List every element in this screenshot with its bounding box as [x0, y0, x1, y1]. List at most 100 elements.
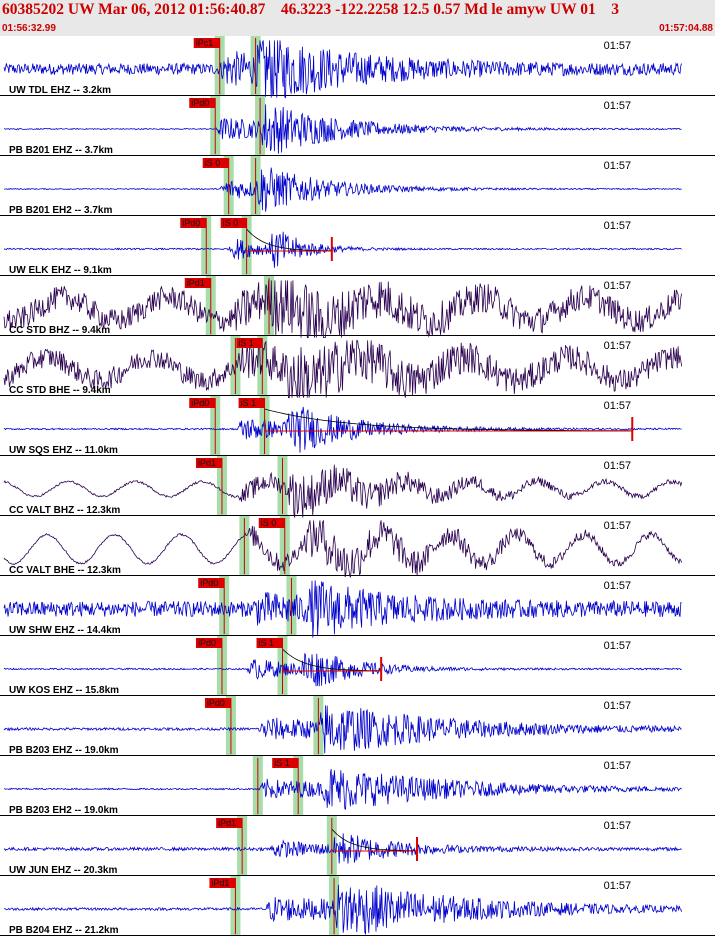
waveform-trace — [3, 339, 683, 398]
trace-panel: iPd1 01:57 UW JUN EHZ -- 20.3km — [0, 816, 715, 876]
time-tick-label: 01:57 — [604, 220, 632, 232]
pick-label: iPd0 — [200, 578, 218, 588]
pick-tag — [198, 578, 225, 588]
trace-panel: iPd1 01:57 CC STD BHZ -- 9.4km — [0, 276, 715, 338]
trace-panel: iPd1 01:57 PB B204 EHZ -- 21.2km — [0, 876, 715, 936]
time-tick-label: 01:57 — [604, 820, 632, 832]
pick-label: iS 0 — [223, 218, 239, 228]
time-tick-label: 01:57 — [604, 520, 632, 532]
waveform-trace — [3, 520, 683, 578]
pick-tag — [238, 398, 265, 408]
pick-tag — [220, 218, 247, 228]
trace-panel: iPd0 01:57 PB B203 EHZ -- 19.0km — [0, 696, 715, 756]
station-label: UW KOS EHZ -- 15.8km — [9, 685, 119, 696]
station-label: PB B204 EHZ -- 21.2km — [9, 925, 119, 936]
coda-curve — [282, 648, 381, 672]
station-label: UW SHW EHZ -- 14.4km — [9, 625, 121, 636]
waveform-trace — [3, 40, 682, 99]
waveform-trace — [4, 167, 682, 212]
time-tick-label: 01:57 — [604, 700, 632, 712]
time-tick-label: 01:57 — [604, 160, 632, 172]
time-tick-label: 01:57 — [604, 460, 632, 472]
station-label: UW SQS EHZ -- 11.0km — [9, 445, 118, 456]
time-tick-label: 01:57 — [604, 880, 632, 892]
pick-tag — [180, 218, 207, 228]
trace-panel: iPd0 01:57 UW SHW EHZ -- 14.4km — [0, 576, 715, 638]
coda-curve — [264, 408, 631, 432]
pick-tag — [258, 518, 285, 528]
pick-label: iPd1 — [198, 458, 216, 468]
trace-panel: iS 0 01:57 PB B201 EH2 -- 3.7km — [0, 156, 715, 216]
pick-tag — [193, 38, 220, 48]
pick-tag — [256, 638, 283, 648]
waveform-trace — [3, 104, 682, 154]
pick-label: iPd0 — [207, 698, 225, 708]
seismogram-plot: iPc1 01:57 UW TDL EHZ -- 3.2km iPd0 01:57 PB … — [0, 36, 715, 936]
waveform-trace — [3, 769, 682, 810]
pick-label: iS 1 — [259, 638, 275, 648]
waveform-trace — [3, 231, 682, 268]
station-label: UW TDL EHZ -- 3.2km — [9, 85, 111, 96]
time-tick-label: 01:57 — [604, 640, 632, 652]
trace-panel: iPd0 iS 0 01:57 UW ELK EHZ -- 9.1km — [0, 216, 715, 276]
station-label: PB B203 EH2 -- 19.0km — [9, 805, 118, 816]
station-label: PB B201 EHZ -- 3.7km — [9, 145, 113, 156]
event-title: 60385202 UW Mar 06, 2012 01:56:40.87 46.… — [2, 1, 619, 18]
pick-label: iPd0 — [182, 218, 200, 228]
waveform-trace — [3, 833, 682, 864]
pick-label: iPd1 — [218, 818, 236, 828]
station-label: UW JUN EHZ -- 20.3km — [9, 865, 117, 876]
station-label: CC STD BHZ -- 9.4km — [9, 325, 110, 336]
pick-label: iS 0 — [261, 518, 277, 528]
trace-panel: iS 0 01:57 CC VALT BHE -- 12.3km — [0, 516, 715, 578]
time-tick-label: 01:57 — [604, 280, 632, 292]
time-tick-label: 01:57 — [604, 760, 632, 772]
end-time: 01:57:04.88 — [659, 23, 713, 34]
pick-label: iS 1 — [274, 758, 290, 768]
time-tick-label: 01:57 — [604, 340, 632, 352]
pick-tag — [195, 458, 222, 468]
trace-panel: iS 1 01:57 PB B203 EH2 -- 19.0km — [0, 756, 715, 816]
pick-tag — [189, 98, 216, 108]
pick-tag — [189, 398, 216, 408]
trace-panel: iPd0 iS 1 01:57 UW SQS EHZ -- 11.0km — [0, 396, 715, 456]
pick-label: iPc1 — [196, 38, 214, 48]
time-tick-label: 01:57 — [604, 100, 632, 112]
pick-label: iS 1 — [241, 398, 257, 408]
station-label: UW ELK EHZ -- 9.1km — [9, 265, 112, 276]
pick-label: iPd0 — [191, 398, 209, 408]
pick-label: iPd0 — [198, 638, 216, 648]
waveform-trace — [3, 280, 683, 338]
trace-panel: iPc1 01:57 UW TDL EHZ -- 3.2km — [0, 36, 715, 99]
waveform-trace — [3, 464, 683, 518]
pick-label: iPd1 — [211, 878, 229, 888]
pick-tag — [216, 818, 243, 828]
pick-tag — [204, 698, 231, 708]
pick-tag — [202, 158, 229, 168]
time-tick-label: 01:57 — [604, 40, 632, 52]
station-label: PB B203 EHZ -- 19.0km — [9, 745, 119, 756]
pick-tag — [236, 338, 263, 348]
pick-label: iPd0 — [191, 98, 209, 108]
pick-tag — [209, 878, 236, 888]
trace-panel: iS 1 01:57 CC STD BHE -- 9.4km — [0, 336, 715, 398]
pick-label: iS 0 — [205, 158, 221, 168]
pick-label: iS 1 — [238, 338, 254, 348]
pick-tag — [195, 638, 222, 648]
waveform-trace — [3, 580, 682, 638]
station-label: PB B201 EH2 -- 3.7km — [9, 205, 112, 216]
start-time: 01:56:32.99 — [2, 23, 56, 34]
waveform-trace — [3, 705, 682, 754]
trace-panel: iPd0 iS 1 01:57 UW KOS EHZ -- 15.8km — [0, 636, 715, 696]
waveform-trace — [3, 406, 682, 453]
waveform-trace — [3, 884, 682, 936]
station-label: CC VALT BHZ -- 12.3km — [9, 505, 120, 516]
trace-panel: iPd1 01:57 CC VALT BHZ -- 12.3km — [0, 456, 715, 518]
header-bar — [0, 0, 715, 36]
pick-tag — [184, 278, 211, 288]
time-tick-label: 01:57 — [604, 580, 632, 592]
pick-tag — [272, 758, 299, 768]
time-tick-label: 01:57 — [604, 400, 632, 412]
station-label: CC VALT BHE -- 12.3km — [9, 565, 121, 576]
station-label: CC STD BHE -- 9.4km — [9, 385, 111, 396]
